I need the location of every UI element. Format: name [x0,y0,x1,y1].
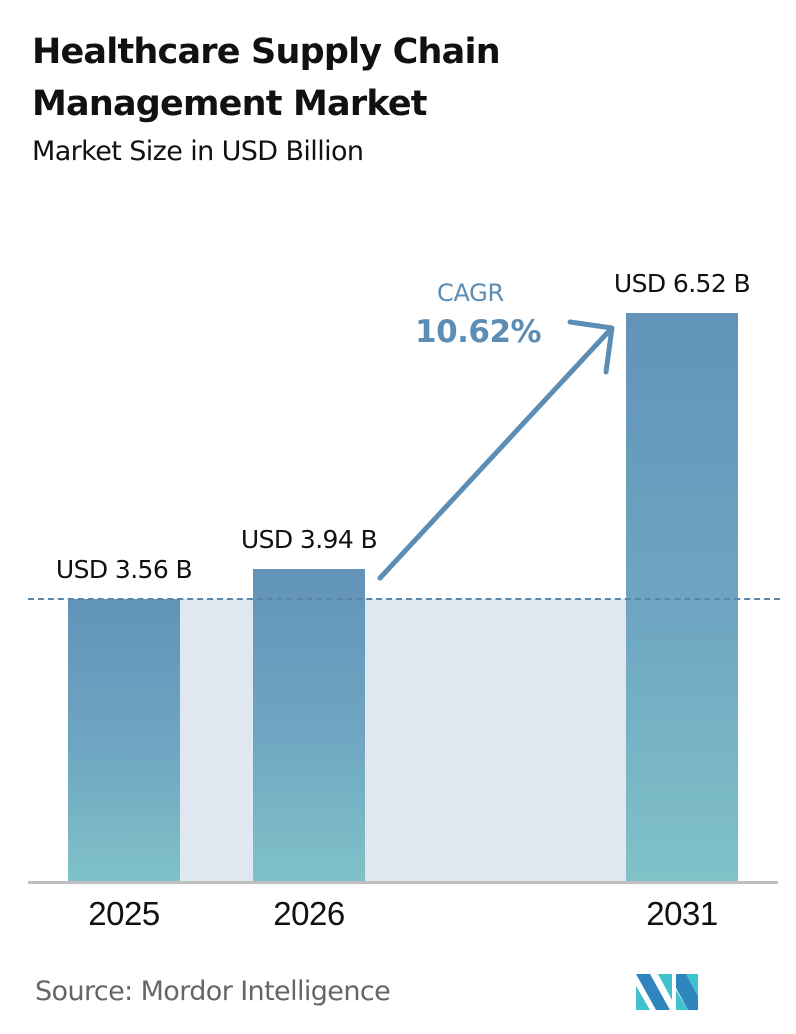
bar-2031 [626,313,738,882]
value-label-2025: USD 3.56 B [55,555,193,584]
bar-2025 [68,599,180,882]
cagr-label: CAGR [437,279,504,307]
cagr-value: 10.62% [415,314,542,350]
chart-subtitle: Market Size in USD Billion [32,136,364,167]
x-tick-2025: 2025 [88,895,160,932]
x-axis-baseline [28,881,778,884]
source-note: Source: Mordor Intelligence [35,976,391,1007]
value-label-2026: USD 3.94 B [240,525,378,554]
reference-band [180,599,626,882]
reference-dashed-line [28,598,780,600]
x-tick-2031: 2031 [646,895,718,932]
value-label-2031: USD 6.52 B [613,269,751,298]
x-tick-2026: 2026 [273,895,345,932]
trend-arrow-icon [377,319,615,581]
mordor-intelligence-logo-icon [636,974,698,1010]
bar-2026 [253,569,365,882]
chart-title: Healthcare Supply Chain Management Marke… [32,32,501,124]
